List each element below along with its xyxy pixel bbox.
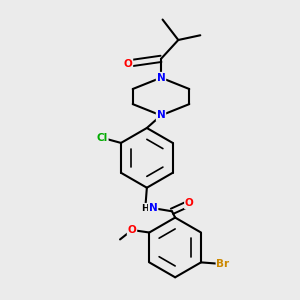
Text: O: O <box>124 58 132 69</box>
Text: N: N <box>157 73 165 83</box>
Text: Cl: Cl <box>97 133 108 143</box>
Text: O: O <box>185 198 194 208</box>
Text: H: H <box>142 204 149 213</box>
Text: O: O <box>128 225 136 235</box>
Text: N: N <box>157 110 165 120</box>
Text: N: N <box>149 203 158 213</box>
Text: Br: Br <box>216 259 230 269</box>
